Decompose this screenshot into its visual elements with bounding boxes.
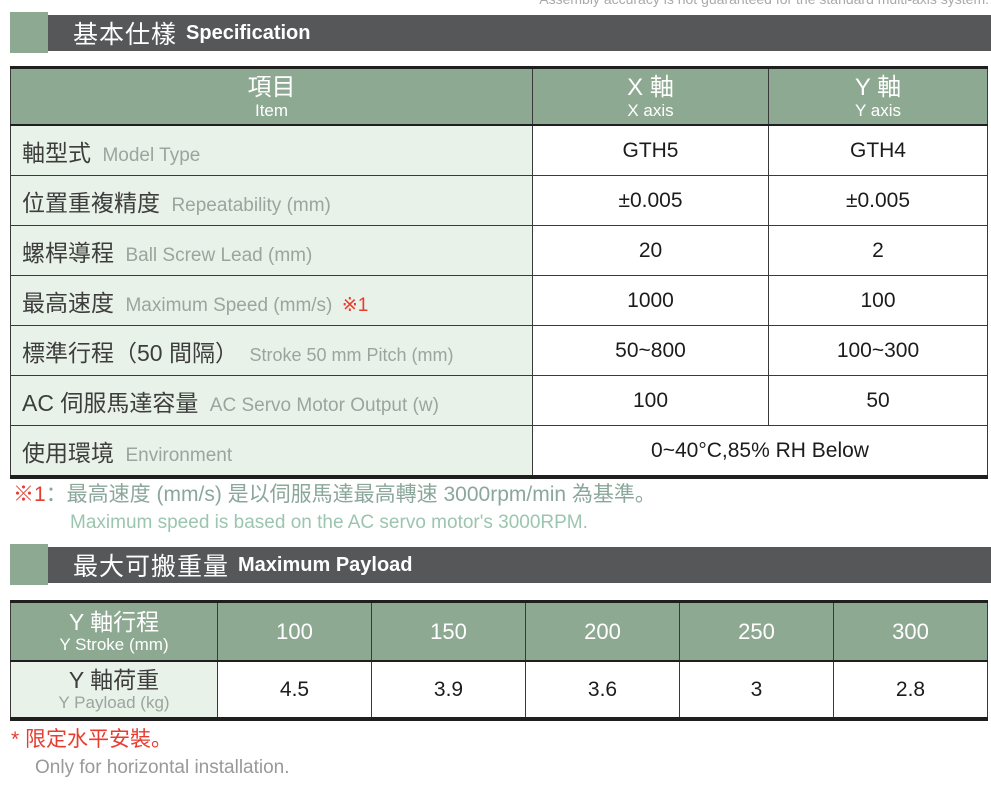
spec-footnote-1-line-zh: ※1：最高速度 (mm/s) 是以伺服馬達最高轉速 3000rpm/min 為基… — [13, 482, 656, 508]
item-label-en: Ball Screw Lead (mm) — [125, 244, 313, 266]
section-title-bar: 最大可搬重量 Maximum Payload — [48, 547, 991, 583]
horizontal-installation-footnote: * 限定水平安裝。 Only for horizontal installati… — [11, 727, 290, 779]
spec-value-y: 100 — [768, 275, 988, 326]
footnote-text-zh: ：最高速度 (mm/s) 是以伺服馬達最高轉速 3000rpm/min 為基準。 — [45, 483, 656, 506]
item-label-zh: 軸型式 — [22, 139, 91, 166]
item-label-en: Maximum Speed (mm/s) — [125, 294, 333, 316]
section-header-maximum-payload: 最大可搬重量 Maximum Payload — [0, 543, 991, 600]
footnote-ref-mark: ※1 — [341, 294, 369, 316]
spec-value-x: 50~800 — [532, 325, 769, 376]
green-accent-square — [10, 12, 48, 53]
item-label-zh: 標準行程（50 間隔） — [22, 339, 238, 366]
payload-weight-label-en: Y Payload (kg) — [58, 693, 170, 712]
spec-item-ball-screw-lead: 螺桿導程 Ball Screw Lead (mm) — [10, 225, 533, 276]
section-title-bar: 基本仕樣 Specification — [48, 15, 991, 51]
spec-value-x: 1000 — [532, 275, 769, 326]
item-label-en: Model Type — [102, 144, 201, 166]
section-title-zh: 最大可搬重量 — [73, 553, 230, 581]
table-row: 最高速度 Maximum Speed (mm/s) ※1 1000 100 — [10, 275, 988, 326]
payload-stroke-value: 250 — [679, 601, 834, 662]
table-row: 軸型式 Model Type GTH5 GTH4 — [10, 124, 988, 176]
table-row: 位置重複精度 Repeatability (mm) ±0.005 ±0.005 — [10, 175, 988, 226]
item-label-zh: 最高速度 — [22, 289, 114, 316]
section-title-zh: 基本仕樣 — [73, 21, 178, 49]
item-label-zh: 螺桿導程 — [22, 239, 114, 266]
spec-header-item: 項目 Item — [10, 67, 533, 126]
spec-value-x: 100 — [532, 375, 769, 426]
spec-header-row: 項目 Item X 軸 X axis Y 軸 Y axis — [10, 67, 988, 126]
spec-value-x: ±0.005 — [532, 175, 769, 226]
spec-item-model-type: 軸型式 Model Type — [10, 124, 533, 176]
spec-header-y-en: Y axis — [855, 100, 901, 120]
payload-table: Y 軸行程 Y Stroke (mm) 100 150 200 250 300 … — [10, 600, 988, 721]
spec-header-y-axis: Y 軸 Y axis — [768, 67, 988, 126]
spec-value-environment: 0~40°C,85% RH Below — [532, 425, 988, 478]
item-label-en: AC Servo Motor Output (w) — [209, 394, 439, 416]
item-label-en: Environment — [125, 444, 233, 466]
table-row: 標準行程（50 間隔） Stroke 50 mm Pitch (mm) 50~8… — [10, 325, 988, 376]
spec-header-item-zh: 項目 — [247, 73, 296, 101]
spec-value-y: GTH4 — [768, 124, 988, 176]
payload-weight-value: 3.6 — [525, 660, 680, 720]
item-label-en: Stroke 50 mm Pitch (mm) — [249, 344, 454, 365]
spec-item-maximum-speed: 最高速度 Maximum Speed (mm/s) ※1 — [10, 275, 533, 326]
payload-stroke-value: 200 — [525, 601, 680, 662]
spec-header-x-zh: X 軸 — [627, 73, 674, 101]
table-row: AC 伺服馬達容量 AC Servo Motor Output (w) 100 … — [10, 375, 988, 426]
payload-stroke-value: 300 — [833, 601, 988, 662]
payload-weight-label: Y 軸荷重 Y Payload (kg) — [10, 660, 218, 720]
spec-value-y: 100~300 — [768, 325, 988, 376]
table-row: 使用環境 Environment 0~40°C,85% RH Below — [10, 425, 988, 478]
item-label-zh: AC 伺服馬達容量 — [22, 389, 199, 416]
spec-header-x-en: X axis — [627, 100, 674, 120]
section-title-en: Maximum Payload — [238, 553, 413, 576]
spec-header-y-zh: Y 軸 — [854, 73, 902, 101]
footnote-zh: * 限定水平安裝。 — [11, 728, 173, 751]
payload-data-row: Y 軸荷重 Y Payload (kg) 4.5 3.9 3.6 3 2.8 — [10, 660, 988, 720]
footnote-en: Only for horizontal installation. — [35, 757, 290, 778]
spec-item-servo-motor-output: AC 伺服馬達容量 AC Servo Motor Output (w) — [10, 375, 533, 426]
spec-item-stroke: 標準行程（50 間隔） Stroke 50 mm Pitch (mm) — [10, 325, 533, 376]
top-cutoff-note: Assembly accuracy is not guaranteed for … — [539, 0, 989, 7]
payload-weight-value: 3.9 — [371, 660, 526, 720]
spec-value-y: 2 — [768, 225, 988, 276]
spec-header-x-axis: X 軸 X axis — [532, 67, 769, 126]
item-label-zh: 使用環境 — [22, 439, 114, 466]
table-row: 螺桿導程 Ball Screw Lead (mm) 20 2 — [10, 225, 988, 276]
payload-weight-value: 3 — [679, 660, 834, 720]
payload-weight-label-zh: Y 軸荷重 — [68, 667, 160, 693]
payload-stroke-label-en: Y Stroke (mm) — [59, 635, 169, 654]
spec-item-repeatability: 位置重複精度 Repeatability (mm) — [10, 175, 533, 226]
spec-footnote-1-line-en: Maximum speed is based on the AC servo m… — [70, 512, 588, 533]
payload-stroke-value: 100 — [217, 601, 372, 662]
payload-weight-value: 2.8 — [833, 660, 988, 720]
payload-stroke-label: Y 軸行程 Y Stroke (mm) — [10, 601, 218, 662]
spec-value-y: ±0.005 — [768, 175, 988, 226]
payload-stroke-label-zh: Y 軸行程 — [68, 609, 160, 635]
spec-value-x: GTH5 — [532, 124, 769, 176]
section-header-specification: 基本仕樣 Specification — [0, 11, 991, 68]
payload-header-row: Y 軸行程 Y Stroke (mm) 100 150 200 250 300 — [10, 601, 988, 662]
section-title-en: Specification — [186, 21, 311, 44]
item-label-en: Repeatability (mm) — [171, 194, 331, 216]
payload-stroke-value: 150 — [371, 601, 526, 662]
spec-item-environment: 使用環境 Environment — [10, 425, 533, 478]
item-label-zh: 位置重複精度 — [22, 189, 160, 216]
payload-weight-value: 4.5 — [217, 660, 372, 720]
spec-value-y: 50 — [768, 375, 988, 426]
specification-table: 項目 Item X 軸 X axis Y 軸 Y axis 軸型式 Model … — [10, 66, 988, 479]
footnote-ref-mark: ※1 — [13, 483, 46, 506]
spec-value-x: 20 — [532, 225, 769, 276]
green-accent-square — [10, 544, 48, 585]
spec-footnote-1: ※1：最高速度 (mm/s) 是以伺服馬達最高轉速 3000rpm/min 為基… — [13, 482, 656, 534]
spec-header-item-en: Item — [254, 100, 289, 120]
